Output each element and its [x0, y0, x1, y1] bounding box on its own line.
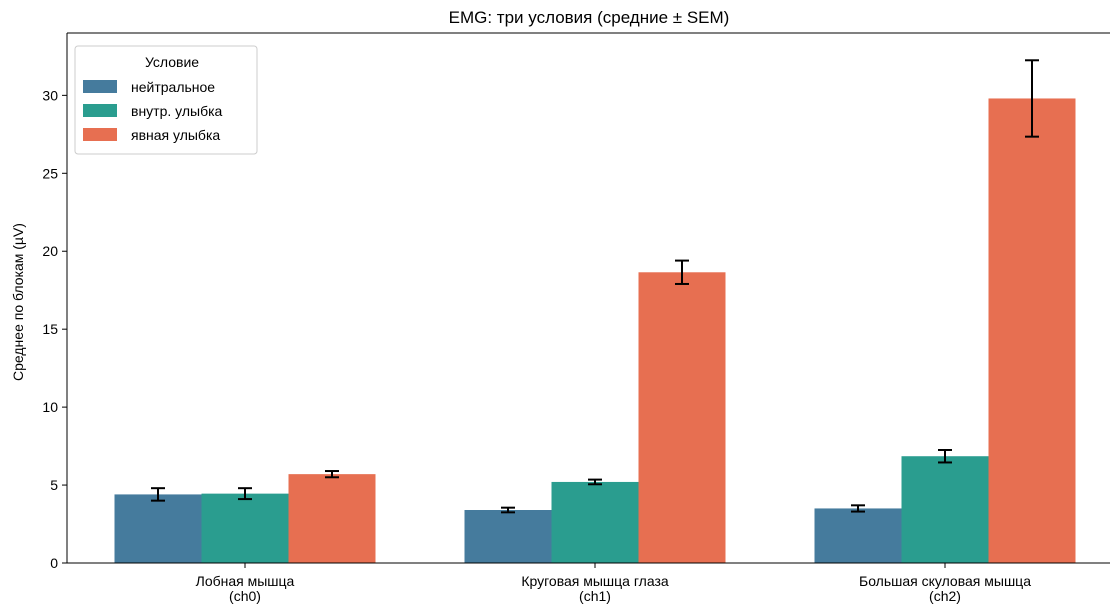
bar-3-1	[288, 474, 376, 563]
legend-title: Условие	[145, 54, 199, 70]
error-bar-1-1	[151, 487, 165, 502]
legend-label-3: явная улыбка	[131, 127, 220, 143]
y-tick-label: 5	[50, 477, 58, 493]
error-bar-1-2	[501, 506, 515, 514]
error-bar-2-3	[938, 448, 952, 464]
bar-1-3	[814, 508, 902, 563]
error-bar-3-2	[675, 259, 689, 285]
error-bar-1-3	[851, 504, 865, 513]
axes-layer: 0 5 10 15 20 25 30 Лобная мышца (ch0) Круговая мы…	[42, 32, 1110, 604]
bar-2-3	[901, 456, 989, 563]
legend-items: нейтральное внутр. улыбка явная улыбка	[83, 79, 223, 143]
legend-label-1: нейтральное	[131, 79, 215, 95]
bar-3-3	[988, 98, 1076, 564]
bar-2-1	[201, 493, 289, 563]
x-tick-label: Круговая мышца глаза (ch1)	[521, 573, 669, 604]
chart-title: EMG: три условия (средние ± SEM)	[449, 8, 730, 27]
y-axis-label: Среднее по блокам (µV)	[10, 223, 26, 381]
y-tick-label: 10	[42, 399, 58, 415]
error-bars-layer	[151, 59, 1039, 514]
x-tick-label: Большая скуловая мышца (ch2)	[859, 573, 1031, 604]
bars-layer	[114, 98, 1076, 564]
bar-2-2	[551, 481, 639, 563]
legend-swatch-3	[83, 128, 117, 141]
x-tick-label: Лобная мышца (ch0)	[196, 573, 295, 604]
legend-frame	[74, 45, 258, 155]
y-tick-label: 0	[50, 555, 58, 571]
legend-label-2: внутр. улыбка	[131, 103, 223, 119]
error-bar-2-1	[238, 487, 252, 501]
bar-1-1	[114, 494, 202, 563]
error-bar-3-3	[1025, 59, 1039, 138]
error-bar-3-1	[325, 470, 339, 479]
legend-swatch-2	[83, 104, 117, 117]
legend: Условие нейтральное внутр. улыбка явная ул…	[74, 45, 258, 155]
error-bar-2-2	[588, 478, 602, 486]
bar-1-2	[464, 510, 552, 563]
y-tick-label: 25	[42, 165, 58, 181]
y-tick-label: 30	[42, 87, 58, 103]
y-tick-label: 15	[42, 321, 58, 337]
legend-swatch-1	[83, 80, 117, 93]
bar-3-2	[638, 272, 726, 563]
y-tick-label: 20	[42, 243, 58, 259]
